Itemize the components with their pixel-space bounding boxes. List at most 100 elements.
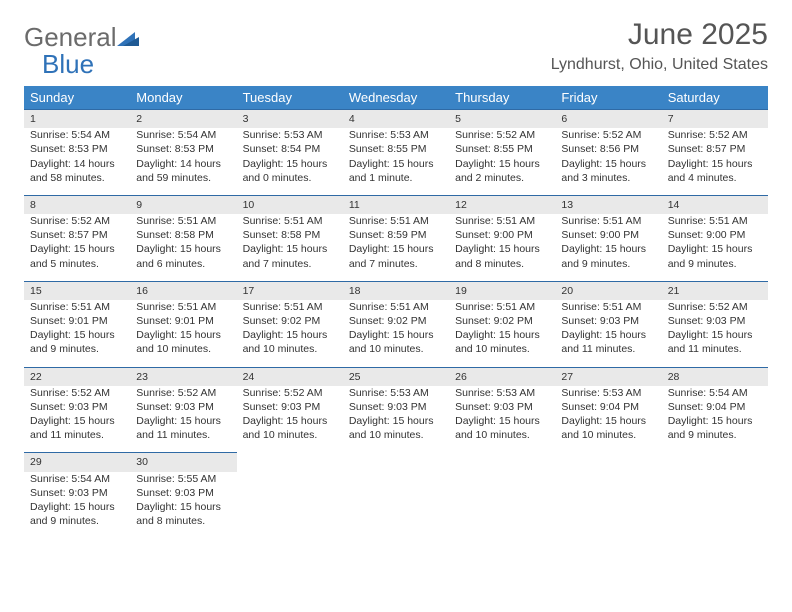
day-cell: Sunrise: 5:52 AMSunset: 9:03 PMDaylight:…	[662, 300, 768, 367]
daylight-text: Daylight: 15 hours and 11 minutes.	[561, 328, 655, 356]
sunset-text: Sunset: 8:55 PM	[455, 142, 549, 156]
sunset-text: Sunset: 9:00 PM	[455, 228, 549, 242]
day-cell: Sunrise: 5:51 AMSunset: 8:58 PMDaylight:…	[130, 214, 236, 281]
day-number-cell: 9	[130, 195, 236, 214]
daylight-text: Daylight: 15 hours and 9 minutes.	[668, 242, 762, 270]
daylight-text: Daylight: 15 hours and 7 minutes.	[349, 242, 443, 270]
week-content-row: Sunrise: 5:54 AMSunset: 8:53 PMDaylight:…	[24, 128, 768, 195]
daylight-text: Daylight: 14 hours and 59 minutes.	[136, 157, 230, 185]
daylight-text: Daylight: 15 hours and 10 minutes.	[455, 414, 549, 442]
sunrise-text: Sunrise: 5:53 AM	[561, 386, 655, 400]
day-cell: Sunrise: 5:52 AMSunset: 9:03 PMDaylight:…	[24, 386, 130, 453]
day-number-cell: 18	[343, 281, 449, 300]
week-daynum-row: 2930	[24, 453, 768, 472]
day-number-cell: 29	[24, 453, 130, 472]
day-cell: Sunrise: 5:51 AMSunset: 9:02 PMDaylight:…	[449, 300, 555, 367]
daylight-text: Daylight: 15 hours and 10 minutes.	[243, 328, 337, 356]
daylight-text: Daylight: 15 hours and 2 minutes.	[455, 157, 549, 185]
day-cell: Sunrise: 5:51 AMSunset: 9:00 PMDaylight:…	[662, 214, 768, 281]
day-number-cell: 4	[343, 110, 449, 129]
sunrise-text: Sunrise: 5:51 AM	[243, 300, 337, 314]
day-number-cell: 28	[662, 367, 768, 386]
daylight-text: Daylight: 15 hours and 8 minutes.	[136, 500, 230, 528]
day-number-cell: 14	[662, 195, 768, 214]
sunset-text: Sunset: 8:53 PM	[30, 142, 124, 156]
day-cell: Sunrise: 5:54 AMSunset: 9:03 PMDaylight:…	[24, 472, 130, 539]
sunrise-text: Sunrise: 5:52 AM	[668, 128, 762, 142]
day-cell: Sunrise: 5:51 AMSunset: 9:02 PMDaylight:…	[343, 300, 449, 367]
sunrise-text: Sunrise: 5:51 AM	[136, 300, 230, 314]
sunset-text: Sunset: 8:57 PM	[30, 228, 124, 242]
sunset-text: Sunset: 9:03 PM	[349, 400, 443, 414]
day-number-cell: 19	[449, 281, 555, 300]
day-cell: Sunrise: 5:52 AMSunset: 8:56 PMDaylight:…	[555, 128, 661, 195]
sunrise-text: Sunrise: 5:51 AM	[349, 214, 443, 228]
sunset-text: Sunset: 8:54 PM	[243, 142, 337, 156]
calendar-page: { "logo": { "text_gray": "General", "tex…	[0, 0, 792, 612]
daylight-text: Daylight: 15 hours and 3 minutes.	[561, 157, 655, 185]
sunrise-text: Sunrise: 5:53 AM	[455, 386, 549, 400]
day-cell: Sunrise: 5:53 AMSunset: 8:54 PMDaylight:…	[237, 128, 343, 195]
day-number-cell: 23	[130, 367, 236, 386]
sunrise-text: Sunrise: 5:51 AM	[136, 214, 230, 228]
sunset-text: Sunset: 9:03 PM	[30, 400, 124, 414]
day-number-cell: 11	[343, 195, 449, 214]
logo-mark-icon	[117, 28, 139, 51]
day-cell: Sunrise: 5:52 AMSunset: 8:55 PMDaylight:…	[449, 128, 555, 195]
day-cell: Sunrise: 5:53 AMSunset: 9:03 PMDaylight:…	[449, 386, 555, 453]
month-title: June 2025	[551, 18, 768, 52]
sunrise-text: Sunrise: 5:51 AM	[243, 214, 337, 228]
week-content-row: Sunrise: 5:52 AMSunset: 8:57 PMDaylight:…	[24, 214, 768, 281]
day-number-cell: 13	[555, 195, 661, 214]
daylight-text: Daylight: 15 hours and 4 minutes.	[668, 157, 762, 185]
daylight-text: Daylight: 15 hours and 11 minutes.	[136, 414, 230, 442]
weekday-header: Tuesday	[237, 86, 343, 110]
day-number-cell: 30	[130, 453, 236, 472]
week-content-row: Sunrise: 5:51 AMSunset: 9:01 PMDaylight:…	[24, 300, 768, 367]
weekday-header: Saturday	[662, 86, 768, 110]
day-number-cell: 26	[449, 367, 555, 386]
sunset-text: Sunset: 9:02 PM	[243, 314, 337, 328]
sunrise-text: Sunrise: 5:54 AM	[668, 386, 762, 400]
sunrise-text: Sunrise: 5:54 AM	[30, 472, 124, 486]
sunrise-text: Sunrise: 5:55 AM	[136, 472, 230, 486]
sunset-text: Sunset: 9:03 PM	[136, 486, 230, 500]
daylight-text: Daylight: 15 hours and 9 minutes.	[561, 242, 655, 270]
sunrise-text: Sunrise: 5:52 AM	[136, 386, 230, 400]
day-cell	[449, 472, 555, 539]
day-cell: Sunrise: 5:54 AMSunset: 8:53 PMDaylight:…	[24, 128, 130, 195]
sunset-text: Sunset: 8:53 PM	[136, 142, 230, 156]
sunrise-text: Sunrise: 5:52 AM	[561, 128, 655, 142]
daylight-text: Daylight: 15 hours and 10 minutes.	[243, 414, 337, 442]
daylight-text: Daylight: 15 hours and 10 minutes.	[349, 328, 443, 356]
sunrise-text: Sunrise: 5:51 AM	[668, 214, 762, 228]
daylight-text: Daylight: 15 hours and 10 minutes.	[136, 328, 230, 356]
sunset-text: Sunset: 8:56 PM	[561, 142, 655, 156]
daylight-text: Daylight: 15 hours and 5 minutes.	[30, 242, 124, 270]
day-number-cell: 6	[555, 110, 661, 129]
weekday-header: Friday	[555, 86, 661, 110]
sunrise-text: Sunrise: 5:52 AM	[455, 128, 549, 142]
sunset-text: Sunset: 8:58 PM	[243, 228, 337, 242]
day-number-cell: 5	[449, 110, 555, 129]
sunrise-text: Sunrise: 5:51 AM	[455, 214, 549, 228]
sunrise-text: Sunrise: 5:52 AM	[243, 386, 337, 400]
day-cell: Sunrise: 5:53 AMSunset: 8:55 PMDaylight:…	[343, 128, 449, 195]
sunset-text: Sunset: 9:03 PM	[455, 400, 549, 414]
daylight-text: Daylight: 15 hours and 1 minute.	[349, 157, 443, 185]
sunrise-text: Sunrise: 5:51 AM	[561, 300, 655, 314]
day-cell: Sunrise: 5:53 AMSunset: 9:04 PMDaylight:…	[555, 386, 661, 453]
day-number-cell: 7	[662, 110, 768, 129]
sunset-text: Sunset: 9:02 PM	[349, 314, 443, 328]
weekday-header: Monday	[130, 86, 236, 110]
day-cell	[555, 472, 661, 539]
sunrise-text: Sunrise: 5:54 AM	[30, 128, 124, 142]
sunset-text: Sunset: 9:03 PM	[561, 314, 655, 328]
day-cell: Sunrise: 5:51 AMSunset: 9:02 PMDaylight:…	[237, 300, 343, 367]
day-number-cell: 8	[24, 195, 130, 214]
day-number-cell	[555, 453, 661, 472]
daylight-text: Daylight: 15 hours and 0 minutes.	[243, 157, 337, 185]
week-content-row: Sunrise: 5:54 AM Sunset: 9:03 PMDaylight:…	[24, 472, 768, 539]
day-cell	[343, 472, 449, 539]
day-cell: Sunrise: 5:55 AMSunset: 9:03 PMDaylight:…	[130, 472, 236, 539]
